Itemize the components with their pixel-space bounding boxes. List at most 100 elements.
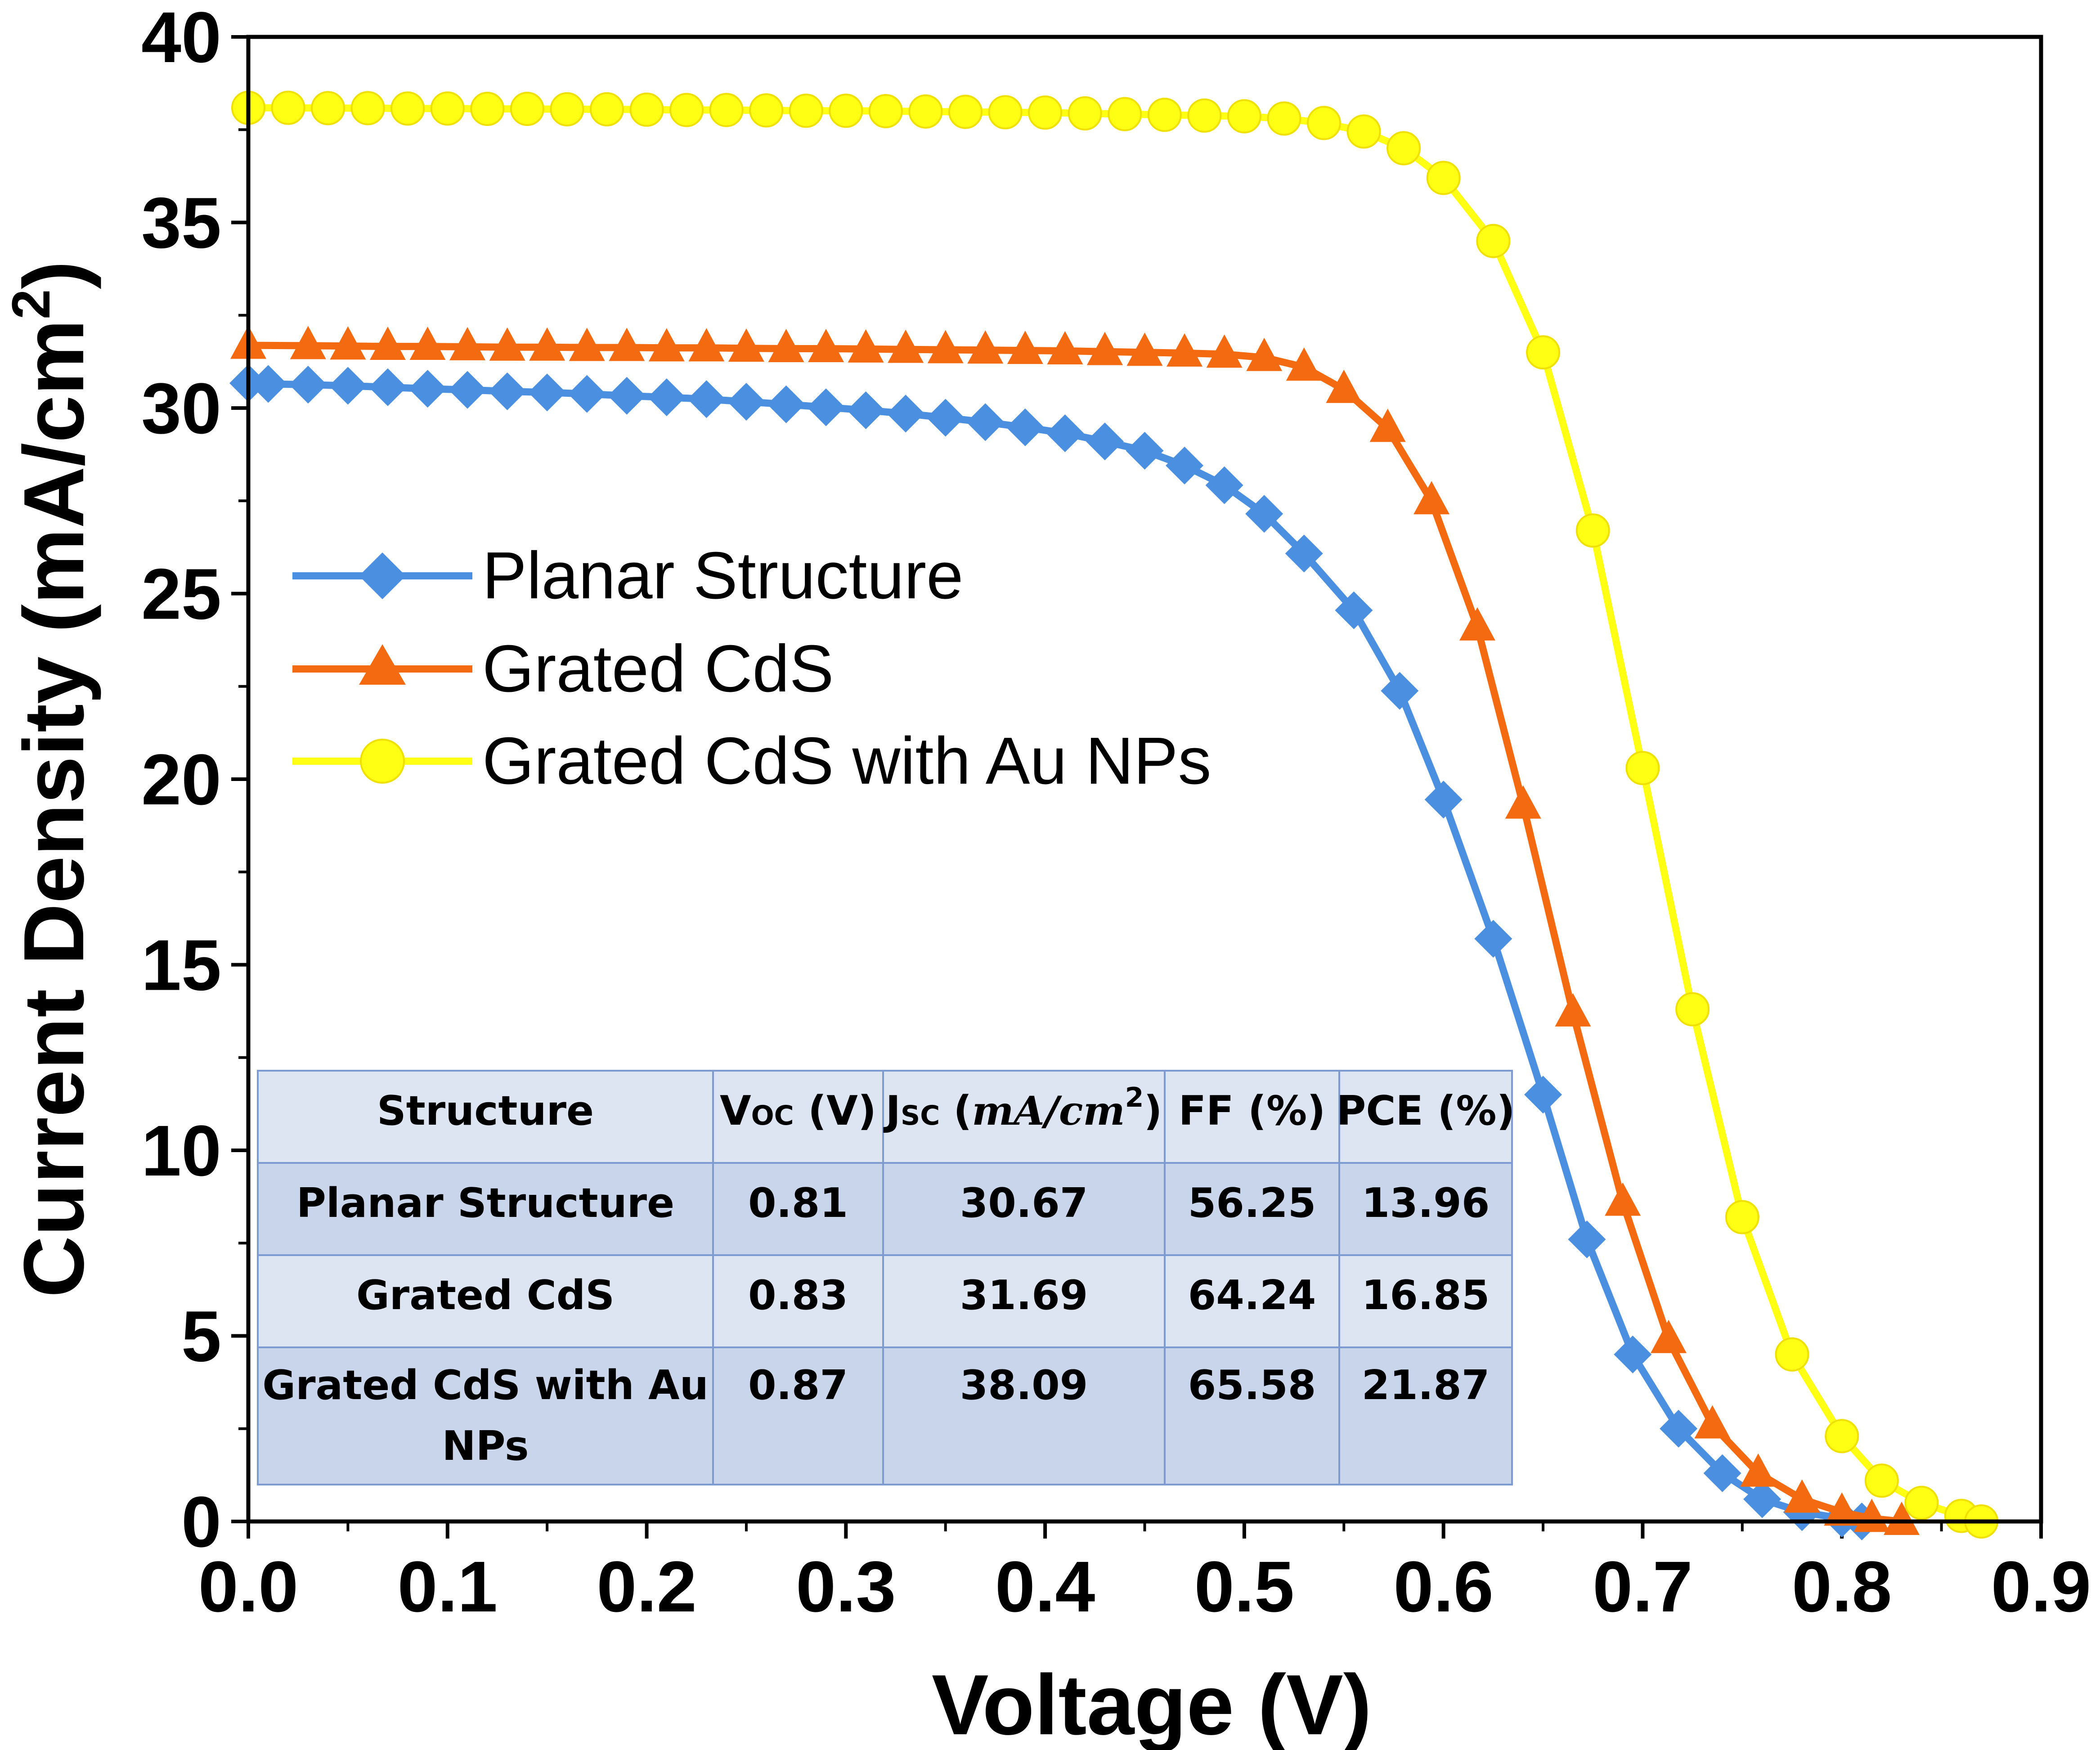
data-point-diamond <box>1086 422 1124 461</box>
table-cell-pce: 16.85 <box>1362 1272 1490 1319</box>
data-point-triangle <box>569 328 605 361</box>
data-point-circle <box>1227 99 1261 134</box>
data-point-triangle <box>1206 334 1243 368</box>
x-tick-label: 0.0 <box>198 1546 298 1627</box>
data-point-triangle <box>330 326 366 360</box>
table-grid <box>257 1070 1513 1485</box>
data-point-diamond <box>449 371 487 409</box>
data-point-circle <box>749 93 784 128</box>
data-point-triangle <box>1651 1319 1687 1353</box>
data-point-diamond <box>289 366 327 404</box>
data-point-diamond <box>1006 408 1044 446</box>
legend-label: Grated CdS with Au NPs <box>482 724 1211 798</box>
data-point-diamond <box>887 395 925 433</box>
data-point-diamond <box>727 382 765 421</box>
y-tick-label: 15 <box>141 925 221 1005</box>
data-point-triangle <box>1824 1492 1860 1526</box>
data-point-diamond <box>687 380 726 418</box>
y-tick-label: 40 <box>141 0 221 77</box>
data-point-triangle <box>609 328 645 361</box>
legend-label: Grated CdS <box>482 632 834 706</box>
data-point-diamond <box>1703 1454 1741 1492</box>
x-tick-label: 0.3 <box>796 1546 896 1627</box>
data-point-triangle <box>967 330 1004 364</box>
table-cell-voc: 0.87 <box>748 1362 848 1409</box>
table-header-voc: VOC (V) <box>720 1087 876 1135</box>
table-cell-pce: 13.96 <box>1362 1180 1490 1227</box>
data-point-triangle <box>1007 331 1043 364</box>
data-point-circle <box>829 94 863 128</box>
table-header-structure: Structure <box>377 1087 594 1135</box>
legend-entry-planar: Planar Structure <box>292 538 963 613</box>
data-point-diamond <box>1166 446 1204 485</box>
table-cell-jsc: 38.09 <box>960 1362 1088 1409</box>
data-point-triangle <box>768 329 804 362</box>
table-cell-ff: 64.24 <box>1188 1272 1316 1319</box>
data-point-triangle <box>369 327 406 360</box>
data-point-triangle <box>1784 1479 1820 1513</box>
series-diamond <box>229 364 1881 1540</box>
data-point-diamond <box>1660 1409 1698 1448</box>
y-tick-label: 20 <box>141 739 221 820</box>
y-tick-label: 10 <box>141 1110 221 1191</box>
table-row-3-bg <box>258 1347 1512 1485</box>
table-cell-voc: 0.83 <box>748 1272 848 1319</box>
data-point-circle <box>789 94 823 128</box>
data-point-diamond <box>647 378 686 417</box>
data-point-circle <box>868 94 903 128</box>
data-point-triangle <box>848 329 884 363</box>
data-point-diamond <box>1474 920 1512 958</box>
plot-frame <box>246 35 2043 1524</box>
data-point-triangle <box>1126 332 1163 366</box>
table-cell-structure-line2: NPs <box>442 1422 529 1470</box>
data-point-circle <box>988 95 1023 130</box>
data-point-circle <box>1068 96 1102 130</box>
data-point-triangle <box>1246 337 1283 371</box>
data-point-triangle <box>1853 1499 1890 1532</box>
data-point-triangle <box>1047 331 1083 364</box>
data-point-diamond <box>1424 781 1463 819</box>
data-point-diamond <box>488 372 526 410</box>
data-point-circle <box>1147 98 1182 132</box>
legend-marker-triangle <box>359 644 406 685</box>
x-tick-label: 0.7 <box>1593 1546 1692 1627</box>
data-point-triangle <box>1459 607 1495 641</box>
table-header-ff: FF (%) <box>1179 1087 1326 1135</box>
x-axis-title: Voltage (V) <box>932 1657 1372 1750</box>
data-point-diamond <box>1126 431 1164 470</box>
data-point-triangle <box>808 329 844 362</box>
data-point-diamond <box>1205 466 1243 504</box>
data-point-diamond <box>329 367 367 405</box>
table-row-1-bg <box>258 1163 1512 1255</box>
table-cell-structure: Grated CdS with Au <box>262 1362 709 1409</box>
data-point-circle <box>1476 224 1511 258</box>
data-point-triangle <box>1413 481 1450 515</box>
table-cell-pce: 21.87 <box>1362 1362 1490 1409</box>
data-point-triangle <box>489 327 525 361</box>
data-point-diamond <box>1245 495 1283 533</box>
data-point-triangle <box>409 327 446 360</box>
data-point-circle <box>1675 992 1710 1027</box>
data-point-triangle <box>1167 333 1203 367</box>
data-point-circle <box>510 92 544 126</box>
table-cell-ff: 56.25 <box>1188 1180 1316 1227</box>
data-point-triangle <box>290 326 326 359</box>
data-point-circle <box>1575 513 1610 548</box>
table-header-bg <box>258 1071 1512 1163</box>
data-point-circle <box>1426 161 1461 195</box>
series-circle <box>231 90 1999 1539</box>
y-tick-label: 5 <box>181 1296 221 1377</box>
data-point-diamond <box>528 373 566 412</box>
data-point-circle <box>629 92 664 127</box>
data-point-circle <box>1725 1200 1759 1234</box>
data-point-diamond <box>807 388 845 426</box>
data-point-circle <box>948 94 983 129</box>
legend-marker-circle <box>360 739 405 784</box>
data-point-diamond <box>1285 534 1323 573</box>
table-header-jsc: JSC (mA/cm2) <box>883 1082 1162 1135</box>
data-point-circle <box>470 92 505 126</box>
table-cell-voc: 0.81 <box>748 1180 848 1227</box>
data-point-circle <box>1267 101 1301 136</box>
data-point-diamond <box>1335 591 1373 629</box>
data-point-diamond <box>608 377 646 415</box>
